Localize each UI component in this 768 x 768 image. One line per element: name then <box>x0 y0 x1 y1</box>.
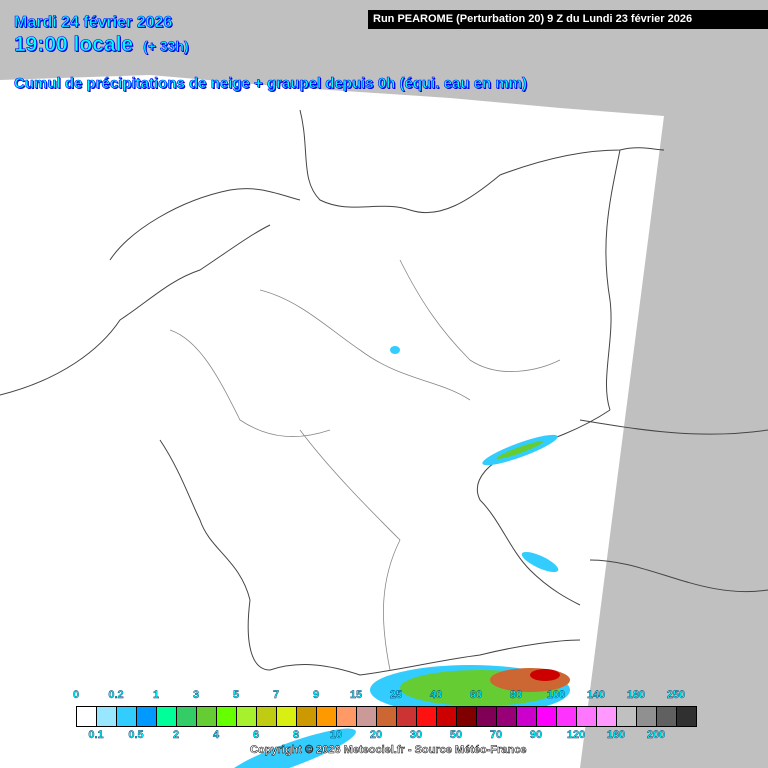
legend-label: 7 <box>272 689 280 701</box>
legend-label: 70 <box>489 729 503 741</box>
legend-swatch <box>677 707 696 726</box>
legend-label: 40 <box>429 689 443 701</box>
legend-label: 0 <box>72 689 80 701</box>
legend-label: 1 <box>152 689 160 701</box>
legend-label: 0.5 <box>128 729 144 741</box>
legend-label: 90 <box>529 729 543 741</box>
legend-swatch <box>137 707 157 726</box>
copyright: Copyright © 2026 Meteociel.fr - Source M… <box>250 744 527 757</box>
legend-swatch <box>437 707 457 726</box>
legend-label: 0.2 <box>108 689 124 701</box>
legend-swatch <box>337 707 357 726</box>
legend-label: 180 <box>626 689 646 701</box>
legend-swatch <box>397 707 417 726</box>
legend-swatch <box>617 707 637 726</box>
legend-swatch <box>477 707 497 726</box>
legend-swatch <box>497 707 517 726</box>
legend-label: 9 <box>312 689 320 701</box>
legend-label: 250 <box>666 689 686 701</box>
legend-swatch <box>157 707 177 726</box>
legend-swatch <box>257 707 277 726</box>
legend-swatch <box>577 707 597 726</box>
legend-swatch <box>277 707 297 726</box>
legend-swatch <box>217 707 237 726</box>
legend-swatch <box>597 707 617 726</box>
color-legend <box>76 706 697 727</box>
legend-swatch <box>637 707 657 726</box>
legend-swatch <box>317 707 337 726</box>
legend-label: 2 <box>172 729 180 741</box>
legend-swatch <box>197 707 217 726</box>
legend-label: 6 <box>252 729 260 741</box>
legend-label: 30 <box>409 729 423 741</box>
legend-swatch <box>377 707 397 726</box>
legend-swatch <box>117 707 137 726</box>
precipitation-areas <box>224 346 570 768</box>
legend-label: 60 <box>469 689 483 701</box>
legend-label: 8 <box>292 729 300 741</box>
legend-label: 20 <box>369 729 383 741</box>
legend-label: 10 <box>329 729 343 741</box>
forecast-time: 19:00 locale (+ 33h) <box>14 33 189 57</box>
legend-swatch <box>457 707 477 726</box>
legend-swatch <box>297 707 317 726</box>
legend-label: 15 <box>349 689 363 701</box>
legend-label: 50 <box>449 729 463 741</box>
local-time: 19:00 locale <box>14 33 134 57</box>
legend-label: 120 <box>566 729 586 741</box>
legend-swatch <box>97 707 117 726</box>
model-domain <box>0 75 664 768</box>
legend-label: 3 <box>192 689 200 701</box>
legend-label: 160 <box>606 729 626 741</box>
legend-label: 4 <box>212 729 220 741</box>
legend-swatch <box>537 707 557 726</box>
legend-label: 0.1 <box>88 729 104 741</box>
legend-swatch <box>517 707 537 726</box>
legend-label: 100 <box>546 689 566 701</box>
legend-label: 200 <box>646 729 666 741</box>
legend-label: 80 <box>509 689 523 701</box>
legend-swatch <box>417 707 437 726</box>
legend-label: 140 <box>586 689 606 701</box>
map-title: Cumul de précipitations de neige + graup… <box>14 75 528 93</box>
legend-swatch <box>557 707 577 726</box>
legend-swatch <box>177 707 197 726</box>
legend-label: 25 <box>389 689 403 701</box>
forecast-date: Mardi 24 février 2026 <box>14 14 173 32</box>
legend-swatch <box>237 707 257 726</box>
legend-swatch <box>77 707 97 726</box>
legend-swatch <box>657 707 677 726</box>
state-borders <box>169 259 561 671</box>
legend-label: 5 <box>232 689 240 701</box>
lead-time: (+ 33h) <box>143 38 189 55</box>
legend-swatch <box>357 707 377 726</box>
run-info: Run PEAROME (Perturbation 20) 9 Z du Lun… <box>368 10 768 29</box>
